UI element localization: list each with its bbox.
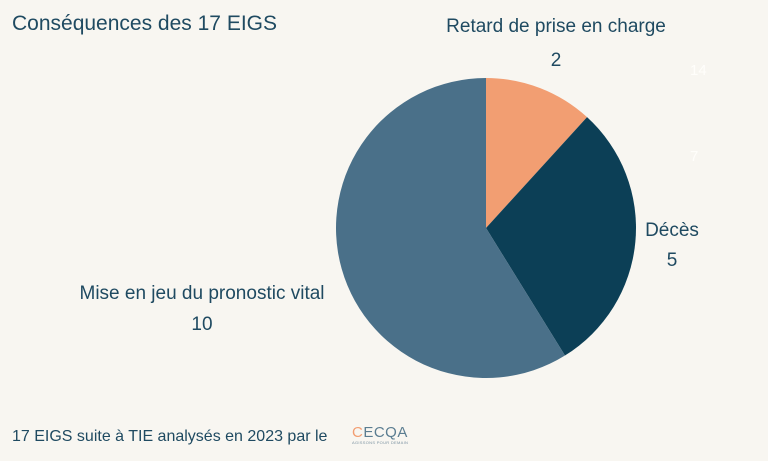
- faint-mark: 14: [690, 62, 707, 79]
- logo-tagline: AGISSONS POUR DEMAIN: [352, 440, 409, 445]
- chart-title: Conséquences des 17 EIGS: [12, 12, 278, 35]
- faint-mark: 7: [690, 148, 699, 165]
- category-label-retard: Retard de prise en charge: [446, 16, 666, 37]
- category-label-deces: Décès: [645, 220, 699, 241]
- cecqa-logo: CECQA AGISSONS POUR DEMAIN: [352, 424, 409, 445]
- pie-slice-2: [336, 78, 565, 378]
- footer-text: 17 EIGS suite à TIE analysés en 2023 par…: [12, 428, 328, 445]
- logo-text: ECQA: [363, 424, 408, 441]
- pie-slice-0: [486, 78, 588, 228]
- value-label-deces: 5: [666, 250, 678, 271]
- value-label-retard: 2: [550, 50, 562, 71]
- value-label-mise-en-jeu: 10: [191, 314, 213, 335]
- pie-slice-1: [486, 117, 636, 356]
- category-label-mise-en-jeu: Mise en jeu du pronostic vital: [79, 283, 325, 304]
